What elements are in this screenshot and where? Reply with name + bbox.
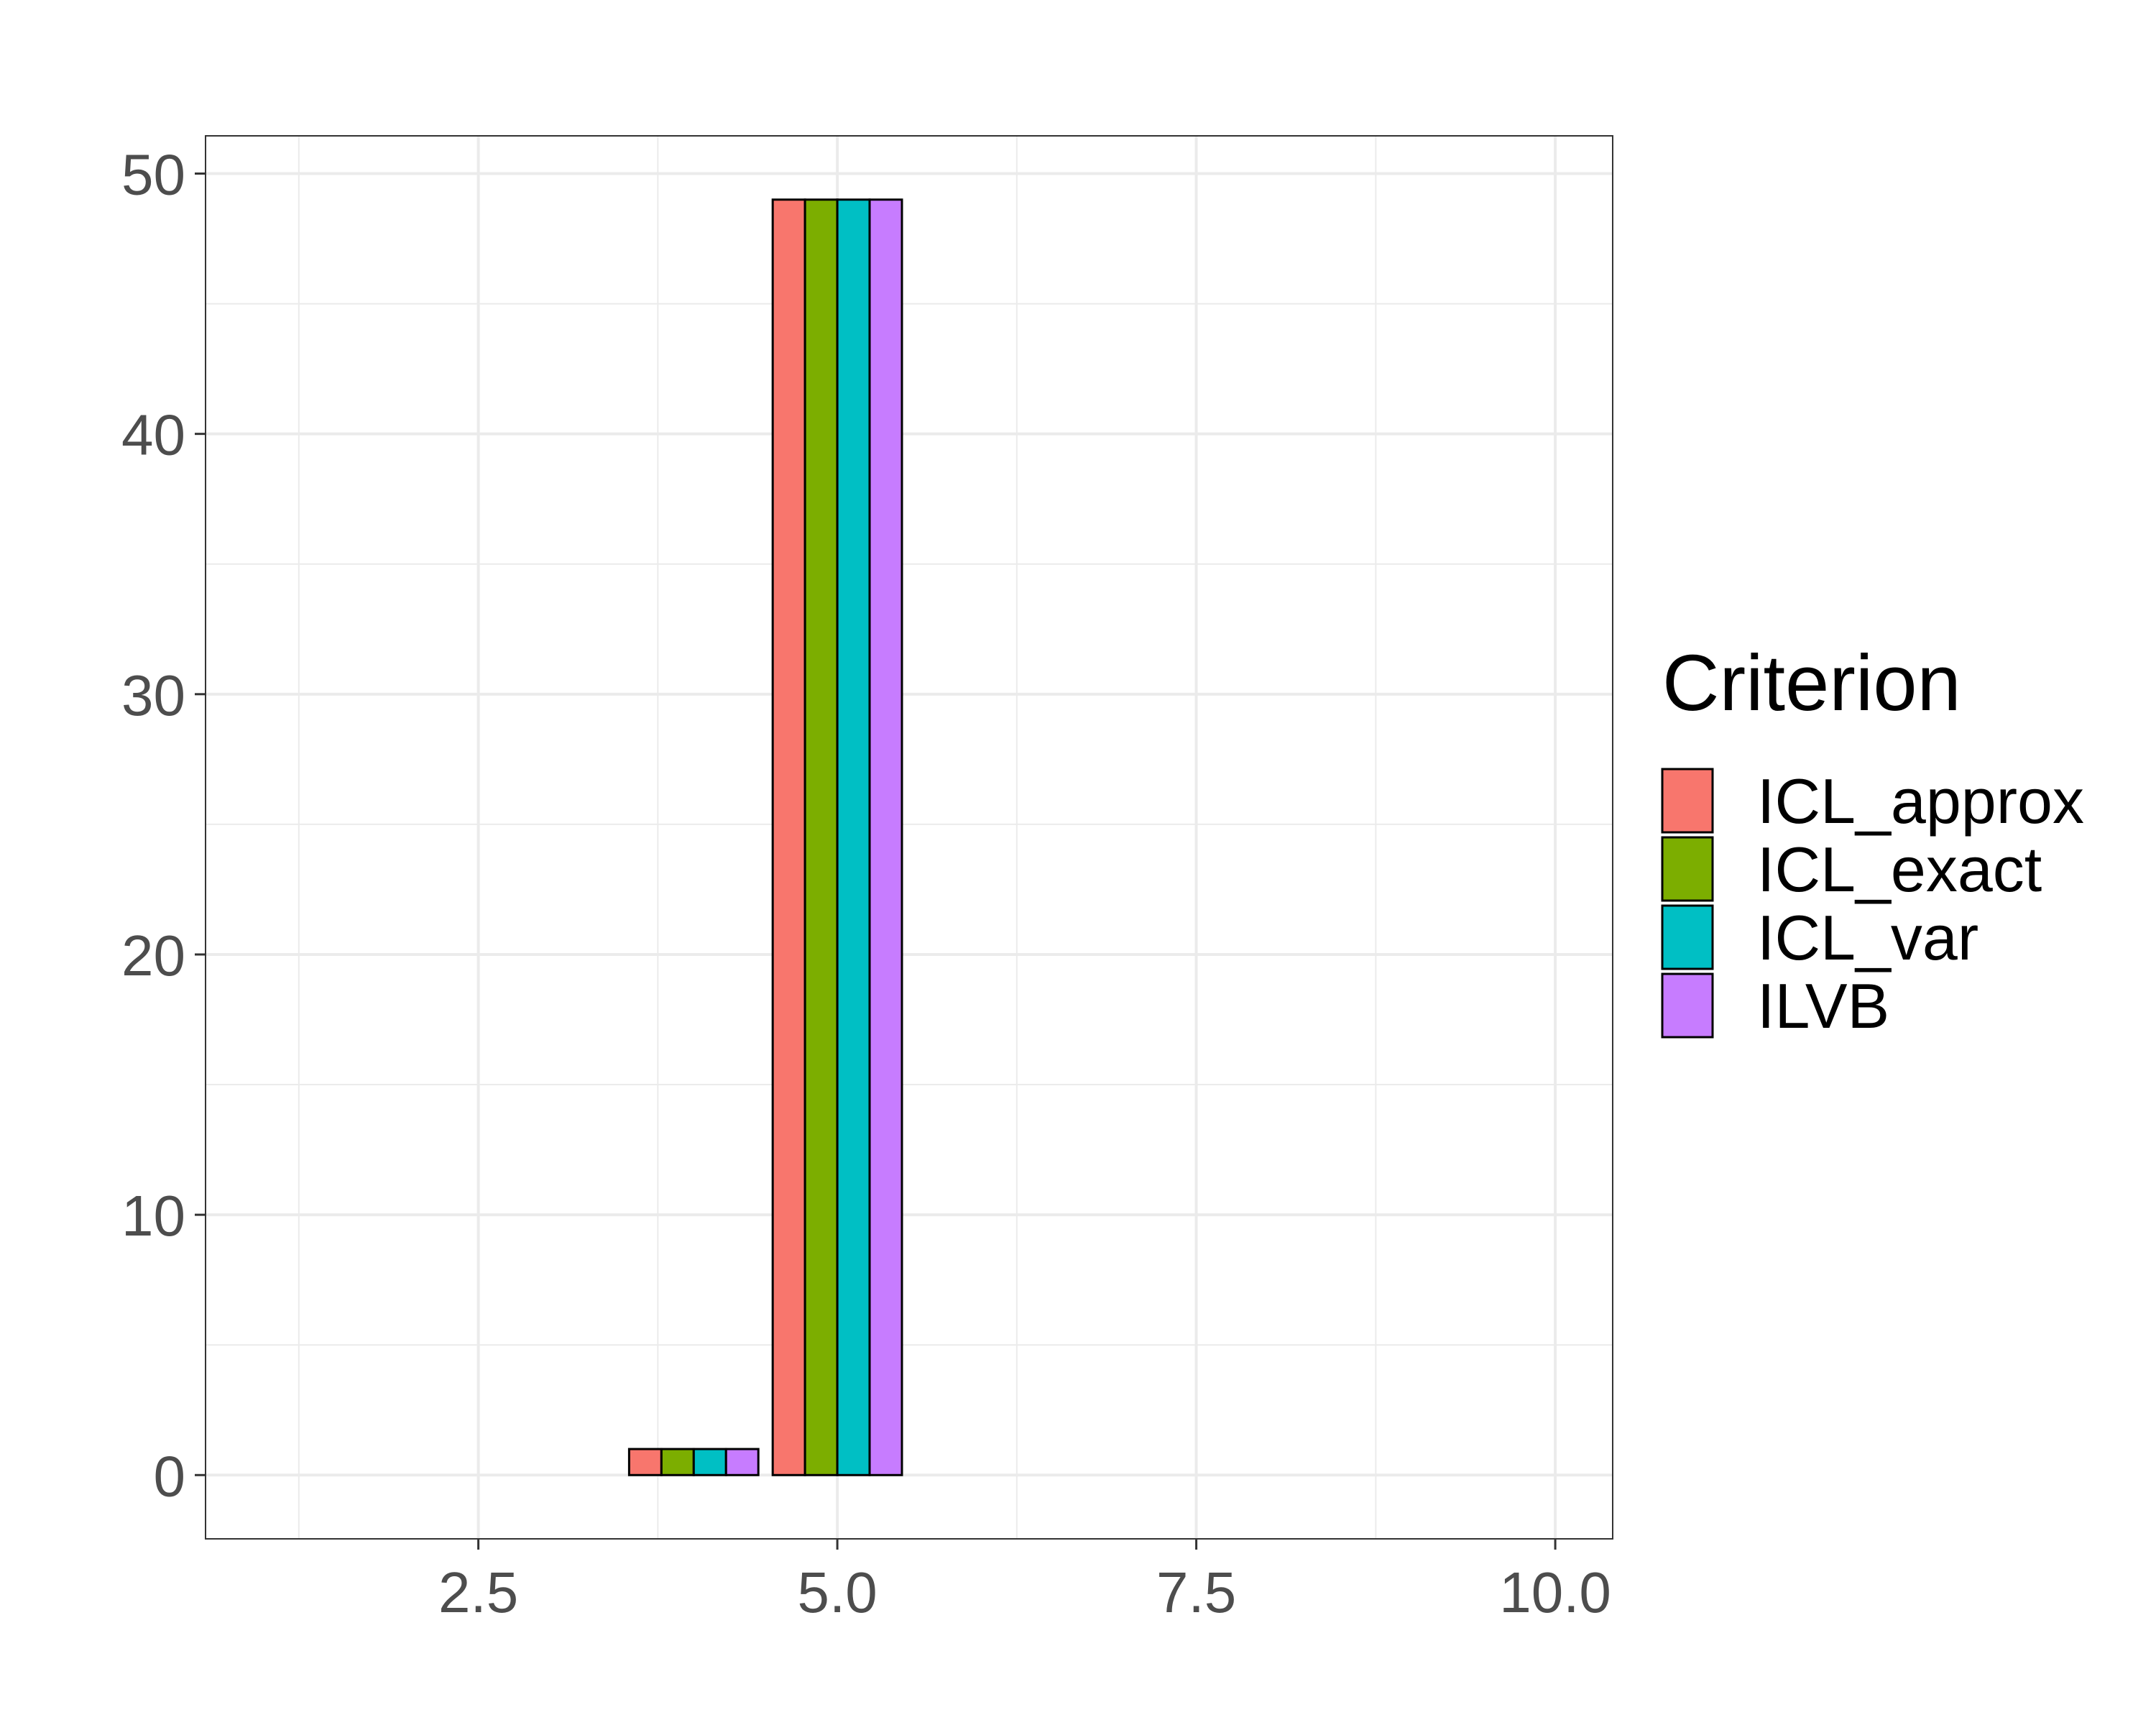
x-axis: 2.5 5.0 7.5 10.0: [438, 1539, 1611, 1624]
legend-label-ILVB: ILVB: [1757, 970, 1889, 1041]
legend-label-ICL_approx: ICL_approx: [1757, 765, 2084, 837]
bar-ILVB-4: [724, 1448, 760, 1476]
minor-gridlines: [206, 136, 1613, 1539]
x-tick-label: 7.5: [1156, 1560, 1236, 1624]
bar-ICL_approx-5: [771, 198, 806, 1476]
bar-ICL_exact-5: [803, 198, 839, 1476]
bar-ILVB-5: [868, 198, 903, 1476]
y-tick-label: 20: [121, 924, 185, 988]
panel-background: [206, 136, 1613, 1539]
bar-ICL_var-5: [836, 198, 871, 1476]
y-tick-label: 0: [154, 1444, 186, 1508]
y-tick-label: 40: [121, 403, 185, 467]
y-tick-label: 10: [121, 1184, 185, 1248]
bar-ICL_var-4: [692, 1448, 727, 1476]
legend-title: Criterion: [1662, 639, 1961, 727]
x-tick-label: 10.0: [1499, 1560, 1611, 1624]
x-tick-label: 5.0: [797, 1560, 877, 1624]
y-tick-label: 30: [121, 663, 185, 727]
x-tick-label: 2.5: [438, 1560, 518, 1624]
bar-ICL_exact-4: [660, 1448, 695, 1476]
legend-key-ICL_var: [1661, 904, 1714, 970]
legend-key-ICL_approx: [1661, 768, 1714, 834]
legend-key-ILVB: [1661, 972, 1714, 1039]
bars: [627, 198, 903, 1476]
bar-ICL_approx-4: [627, 1448, 663, 1476]
panel-border: [205, 135, 1613, 1540]
y-axis: 0 10 20 30 40 50: [121, 143, 206, 1508]
y-tick-label: 50: [121, 143, 185, 207]
legend-key-ICL_exact: [1661, 836, 1714, 902]
legend-label-ICL_var: ICL_var: [1757, 902, 1978, 973]
legend-label-ICL_exact: ICL_exact: [1757, 834, 2042, 905]
